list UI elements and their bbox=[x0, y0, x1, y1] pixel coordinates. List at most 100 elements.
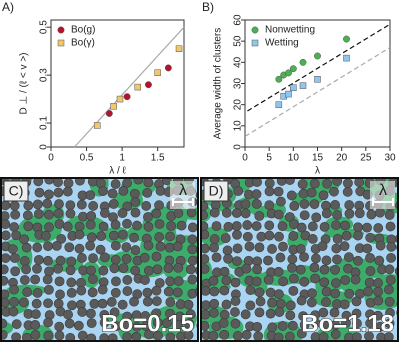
particle bbox=[384, 318, 395, 329]
marker bbox=[105, 110, 113, 117]
particle bbox=[9, 200, 20, 211]
particle bbox=[9, 297, 19, 307]
particle bbox=[264, 200, 275, 211]
marker bbox=[299, 82, 307, 89]
particle bbox=[111, 276, 121, 287]
particle bbox=[385, 275, 396, 285]
panel-label: C) bbox=[9, 183, 24, 199]
particle bbox=[9, 284, 19, 295]
particle bbox=[208, 307, 219, 318]
particle bbox=[88, 274, 98, 285]
particle bbox=[11, 319, 22, 330]
particle bbox=[340, 220, 351, 231]
particle bbox=[375, 321, 385, 332]
x-tick-label: 5 bbox=[266, 153, 272, 164]
particle bbox=[373, 295, 384, 306]
particle bbox=[186, 207, 197, 218]
particle bbox=[209, 234, 220, 244]
marker bbox=[144, 81, 152, 89]
particle bbox=[317, 241, 328, 252]
particle bbox=[176, 220, 187, 231]
particle bbox=[264, 230, 275, 241]
particle bbox=[251, 189, 262, 200]
particle bbox=[77, 330, 88, 341]
particle bbox=[107, 333, 118, 341]
particle bbox=[143, 212, 153, 222]
particle bbox=[241, 329, 252, 340]
particle bbox=[108, 199, 119, 209]
particle bbox=[232, 229, 242, 240]
particle bbox=[299, 199, 310, 209]
particle bbox=[332, 234, 343, 244]
plot-frame bbox=[50, 19, 185, 148]
particle bbox=[332, 178, 343, 187]
particle bbox=[99, 252, 110, 263]
particle bbox=[201, 300, 211, 311]
particle bbox=[230, 296, 241, 306]
particle bbox=[256, 231, 267, 242]
particle bbox=[85, 219, 96, 230]
particle bbox=[132, 220, 142, 231]
particle bbox=[240, 309, 251, 320]
particle bbox=[275, 252, 286, 263]
particle bbox=[1, 200, 11, 211]
particle bbox=[185, 309, 196, 320]
snapshot-content bbox=[201, 178, 398, 341]
particle bbox=[131, 331, 142, 341]
particle bbox=[122, 275, 133, 285]
particle bbox=[109, 263, 120, 274]
particle bbox=[383, 284, 394, 295]
particle bbox=[154, 232, 165, 242]
particle bbox=[230, 318, 241, 329]
label-box bbox=[203, 180, 229, 202]
particle bbox=[109, 230, 119, 241]
particle bbox=[30, 309, 41, 320]
particle bbox=[219, 329, 230, 340]
particle bbox=[151, 251, 162, 262]
particle bbox=[64, 242, 75, 253]
particle bbox=[342, 187, 353, 197]
particle bbox=[201, 264, 210, 274]
particle bbox=[151, 308, 162, 319]
particle bbox=[374, 255, 385, 266]
particle bbox=[33, 254, 44, 265]
panel-label: A) bbox=[2, 0, 14, 14]
snapshot-content bbox=[1, 178, 198, 341]
particle bbox=[23, 221, 34, 232]
particle bbox=[151, 285, 162, 296]
particle bbox=[350, 274, 361, 285]
particle bbox=[287, 320, 298, 331]
y-axis-label: Average width of clusters bbox=[213, 28, 224, 140]
particle bbox=[110, 287, 121, 298]
particle bbox=[74, 229, 85, 240]
particle bbox=[221, 299, 232, 310]
particle bbox=[31, 298, 42, 309]
legend-marker bbox=[57, 26, 65, 34]
particle bbox=[343, 178, 353, 189]
particle bbox=[155, 241, 166, 252]
particle bbox=[110, 179, 121, 189]
particle bbox=[121, 242, 132, 252]
particle bbox=[352, 332, 362, 341]
particle bbox=[221, 207, 232, 218]
particle bbox=[274, 231, 284, 242]
particle bbox=[332, 210, 343, 220]
particle bbox=[330, 264, 340, 275]
particle bbox=[319, 277, 330, 288]
particle bbox=[332, 254, 342, 265]
particle bbox=[365, 318, 376, 329]
x-tick-label: 20 bbox=[336, 153, 348, 164]
particle bbox=[53, 298, 64, 309]
particle bbox=[106, 297, 117, 307]
particle bbox=[65, 265, 76, 276]
particle bbox=[366, 209, 377, 220]
particle bbox=[219, 285, 230, 296]
scale-label: λ bbox=[379, 182, 387, 199]
particle bbox=[340, 275, 351, 286]
caption: Bo=0.15 bbox=[101, 310, 194, 337]
particle bbox=[97, 284, 108, 295]
particle bbox=[306, 297, 317, 308]
y-tick-label: 0 bbox=[39, 144, 50, 150]
particle bbox=[11, 332, 21, 341]
